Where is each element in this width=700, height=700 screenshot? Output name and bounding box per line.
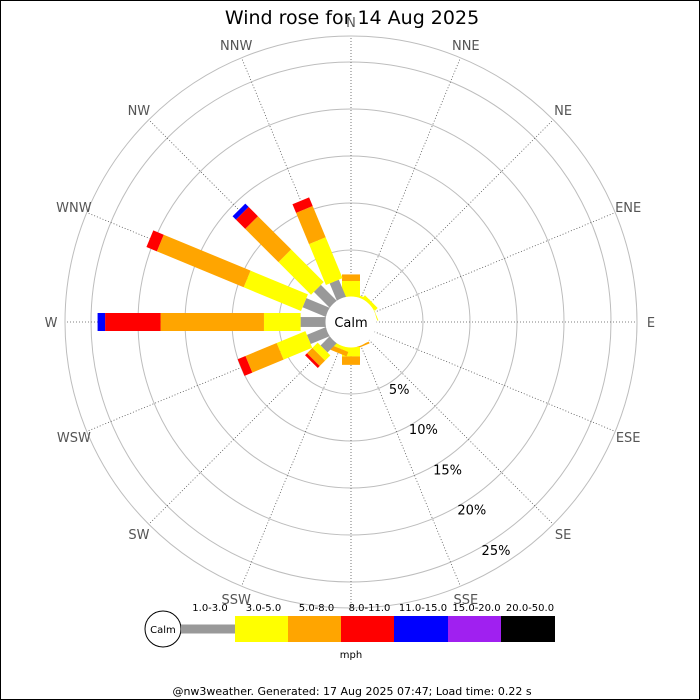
direction-label-ne: NE xyxy=(554,104,572,119)
bar-w-8.0-11.0 xyxy=(105,313,161,331)
calm-circle xyxy=(325,296,377,348)
ring-label-15: 15% xyxy=(433,463,462,478)
bar-wnw-5.0-8.0 xyxy=(156,234,251,288)
ring-label-20: 20% xyxy=(457,504,486,519)
legend-swatch-11.0-15.0 xyxy=(394,616,448,642)
legend-swatch-8.0-11.0 xyxy=(341,616,394,642)
spoke-ene xyxy=(373,212,616,313)
legend-swatch-1.0-3.0 xyxy=(181,624,235,634)
bar-w-1.0-3.0 xyxy=(300,317,326,327)
bar-wsw-3.0-5.0 xyxy=(276,331,313,360)
bar-ssw-5.0-8.0 xyxy=(329,345,349,357)
legend-swatch-3.0-5.0 xyxy=(235,616,288,642)
bar-nnw-5.0-8.0 xyxy=(296,206,326,245)
bar-nw-11.0-15.0 xyxy=(232,203,249,220)
legend-swatch-5.0-8.0 xyxy=(288,616,341,642)
bar-nw-5.0-8.0 xyxy=(245,216,292,263)
spoke-nne xyxy=(360,57,461,300)
legend-calm-label: Calm xyxy=(150,625,176,636)
bar-sw-1.0-3.0 xyxy=(320,336,337,353)
direction-label-nw: NW xyxy=(128,104,151,119)
direction-label-wsw: WSW xyxy=(57,431,91,446)
legend-label-15.0-20.0: 15.0-20.0 xyxy=(452,603,500,614)
bar-wnw-3.0-5.0 xyxy=(243,270,308,312)
ring-label-5: 5% xyxy=(389,383,410,398)
bar-ne-3.0-5.0 xyxy=(362,295,378,311)
bar-nnw-8.0-11.0 xyxy=(292,197,313,213)
legend-swatch-20.0-50.0 xyxy=(501,616,555,642)
bar-n-5.0-8.0 xyxy=(342,274,360,282)
bar-wnw-1.0-3.0 xyxy=(302,298,330,318)
ring-label-25: 25% xyxy=(482,544,511,559)
footer-text: @nw3weather. Generated: 17 Aug 2025 07:4… xyxy=(172,685,531,698)
bar-wsw-8.0-11.0 xyxy=(237,355,253,376)
bar-nw-3.0-5.0 xyxy=(278,249,324,295)
spoke-ese xyxy=(373,331,616,432)
bar-w-11.0-15.0 xyxy=(97,313,106,331)
bar-nw-1.0-3.0 xyxy=(313,284,337,308)
legend-label-5.0-8.0: 5.0-8.0 xyxy=(299,603,334,614)
direction-label-sw: SW xyxy=(128,528,149,543)
legend-label-20.0-50.0: 20.0-50.0 xyxy=(506,603,554,614)
direction-label-ssw: SSW xyxy=(222,593,252,608)
direction-label-w: W xyxy=(45,316,58,331)
bar-w-5.0-8.0 xyxy=(160,313,264,331)
ring-label-10: 10% xyxy=(409,423,438,438)
bar-wnw-8.0-11.0 xyxy=(146,230,164,252)
bar-s-5.0-8.0 xyxy=(342,356,360,365)
legend-label-8.0-11.0: 8.0-11.0 xyxy=(349,603,391,614)
chart-title: Wind rose for 14 Aug 2025 xyxy=(225,7,479,29)
bar-s-3.0-5.0 xyxy=(342,347,360,357)
direction-label-nnw: NNW xyxy=(220,39,252,54)
grid-ring-outer xyxy=(64,35,638,609)
legend-unit: mph xyxy=(340,650,362,661)
calm-label: Calm xyxy=(334,316,367,331)
legend-label-11.0-15.0: 11.0-15.0 xyxy=(399,603,447,614)
bar-w-3.0-5.0 xyxy=(263,313,301,331)
direction-label-ese: ESE xyxy=(616,431,641,446)
legend-label-1.0-3.0: 1.0-3.0 xyxy=(192,603,227,614)
bar-n-3.0-5.0 xyxy=(342,281,360,297)
bar-sw-5.0-8.0 xyxy=(307,347,326,366)
bar-nnw-3.0-5.0 xyxy=(309,237,343,285)
bar-nw-8.0-11.0 xyxy=(235,206,258,229)
bar-wsw-5.0-8.0 xyxy=(245,343,284,373)
direction-label-sse: SSE xyxy=(453,593,478,608)
direction-label-se: SE xyxy=(555,528,571,543)
bar-wsw-1.0-3.0 xyxy=(306,326,330,345)
direction-label-n: N xyxy=(346,16,356,31)
bar-nnw-1.0-3.0 xyxy=(329,279,347,301)
bar-sw-3.0-5.0 xyxy=(312,342,331,361)
legend-label-3.0-5.0: 3.0-5.0 xyxy=(246,603,281,614)
bar-sw-8.0-11.0 xyxy=(305,353,320,368)
bar-ssw-3.0-5.0 xyxy=(331,341,350,353)
direction-label-ene: ENE xyxy=(615,201,641,216)
direction-label-nne: NNE xyxy=(452,39,480,54)
direction-label-e: E xyxy=(647,316,655,331)
spoke-ssw xyxy=(241,344,342,587)
legend-swatch-15.0-20.0 xyxy=(448,616,501,642)
direction-label-wnw: WNW xyxy=(56,201,92,216)
